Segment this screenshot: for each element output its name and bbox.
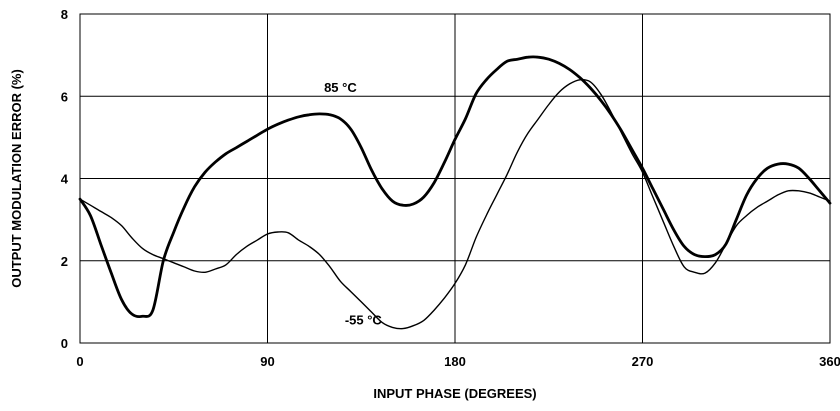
x-tick-labels: 0 90 180 270 360 — [76, 354, 840, 369]
grid — [80, 14, 830, 343]
x-tick-label: 360 — [819, 354, 840, 369]
y-tick-label: 2 — [61, 254, 68, 269]
x-tick-label: 0 — [76, 354, 83, 369]
annotation-85c: 85 °C — [324, 80, 357, 95]
series-layer — [78, 55, 832, 330]
series-line-minus55c — [79, 78, 831, 330]
series-line-85c — [78, 55, 832, 319]
y-tick-label: 6 — [61, 89, 68, 104]
x-tick-label: 180 — [444, 354, 466, 369]
x-axis-title: INPUT PHASE (DEGREES) — [373, 386, 536, 401]
annotations: 85 °C -55 °C — [324, 80, 382, 327]
y-tick-label: 4 — [61, 172, 69, 187]
y-axis-title: OUTPUT MODULATION ERROR (%) — [9, 69, 24, 288]
plot-frame — [79, 13, 831, 344]
x-tick-label: 90 — [260, 354, 274, 369]
y-tick-label: 0 — [61, 336, 68, 351]
y-tick-labels: 0 2 4 6 8 — [61, 7, 69, 351]
y-tick-label: 8 — [61, 7, 68, 22]
annotation-minus55c: -55 °C — [345, 312, 383, 327]
x-tick-label: 270 — [632, 354, 654, 369]
